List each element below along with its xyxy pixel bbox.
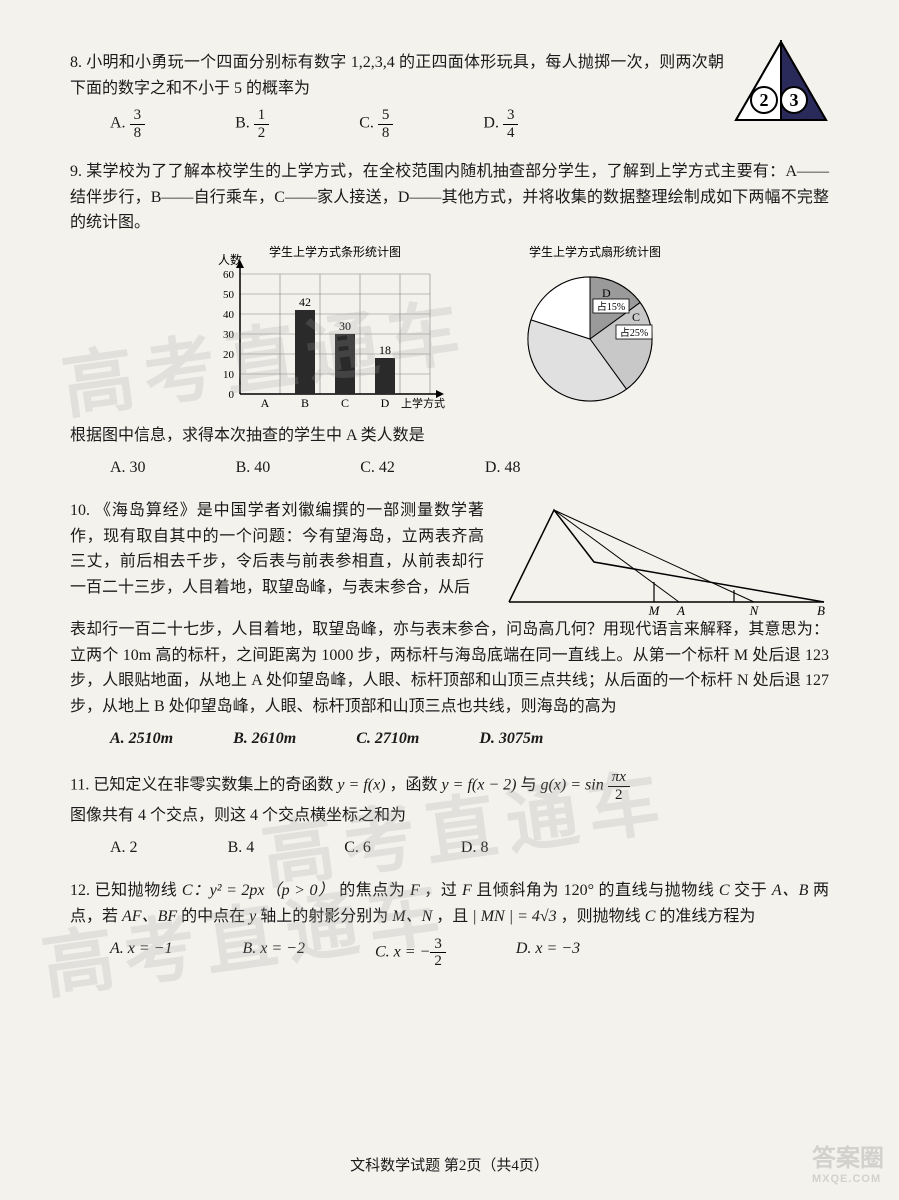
q11-opt-a: A. 2 xyxy=(110,835,138,861)
q8-opt-d: D. 34 xyxy=(483,107,518,141)
question-8: 8. 小明和小勇玩一个四面分别标有数字 1,2,3,4 的正四面体形玩具，每人抛… xyxy=(70,50,829,141)
svg-text:占15%: 占15% xyxy=(596,300,624,313)
q9-opt-c: C. 42 xyxy=(360,455,395,481)
island-diagram: M A N B xyxy=(499,502,829,617)
svg-text:0: 0 xyxy=(228,389,234,401)
tetrahedron-icon: 2 3 xyxy=(734,40,829,130)
svg-text:60: 60 xyxy=(223,269,235,281)
pie-chart: 学生上学方式扇形统计图 D 占15% C 占25% xyxy=(490,244,700,419)
svg-text:30: 30 xyxy=(223,329,235,341)
q11-opt-c: C. 6 xyxy=(344,835,371,861)
q8-number: 8. xyxy=(70,54,82,71)
svg-text:42: 42 xyxy=(299,295,311,309)
svg-text:学生上学方式条形统计图: 学生上学方式条形统计图 xyxy=(268,244,400,259)
question-12: 12. 已知抛物线 C：y² = 2px（p > 0） 的焦点为 F ，过 F … xyxy=(70,878,829,969)
q10-opt-d: D. 3075m xyxy=(479,726,543,752)
q12-options: A. x = −1 B. x = −2 C. x = −32 D. x = −3 xyxy=(70,936,829,970)
svg-text:占25%: 占25% xyxy=(619,326,647,339)
page-footer: 文科数学试题 第2页（共4页） xyxy=(0,1154,899,1175)
q11-options: A. 2 B. 4 C. 6 D. 8 xyxy=(70,835,829,861)
q10-text1: 《海岛算经》是中国学者刘徽编撰的一部测量数学著作，现有取自其中的一个问题：今有望… xyxy=(70,502,484,596)
svg-text:M: M xyxy=(648,603,661,617)
q10-opt-c: C. 2710m xyxy=(356,726,419,752)
question-10: 10. 《海岛算经》是中国学者刘徽编撰的一部测量数学著作，现有取自其中的一个问题… xyxy=(70,498,829,751)
q11-opt-d: D. 8 xyxy=(461,835,489,861)
q8-opt-b: B. 12 xyxy=(235,107,269,141)
q9-opt-d: D. 48 xyxy=(485,455,521,481)
q11-opt-b: B. 4 xyxy=(228,835,255,861)
svg-text:18: 18 xyxy=(379,343,391,357)
svg-text:D: D xyxy=(380,396,389,410)
question-11: 11. 已知定义在非零实数集上的奇函数 y = f(x) ，函数 y = f(x… xyxy=(70,769,829,860)
q9-opt-a: A. 30 xyxy=(110,455,146,481)
q12-opt-a: A. x = −1 xyxy=(110,936,172,970)
q12-opt-b: B. x = −2 xyxy=(242,936,304,970)
q12-opt-c: C. x = −32 xyxy=(375,936,446,970)
q8-opt-c: C. 58 xyxy=(359,107,393,141)
svg-text:50: 50 xyxy=(223,289,235,301)
q9-question-line: 根据图中信息，求得本次抽查的学生中 A 类人数是 xyxy=(70,423,829,449)
q10-number: 10. xyxy=(70,502,90,519)
svg-text:上学方式: 上学方式 xyxy=(401,396,445,410)
q9-number: 9. xyxy=(70,163,82,180)
svg-text:C: C xyxy=(632,310,640,324)
svg-text:10: 10 xyxy=(223,369,235,381)
svg-text:N: N xyxy=(749,603,760,617)
q12-opt-d: D. x = −3 xyxy=(516,936,580,970)
svg-text:A: A xyxy=(260,396,269,410)
svg-text:A: A xyxy=(676,603,685,617)
svg-text:2: 2 xyxy=(760,90,769,110)
svg-text:3: 3 xyxy=(790,90,799,110)
question-9: 9. 某学校为了了解本校学生的上学方式，在全校范围内随机抽查部分学生，了解到上学… xyxy=(70,159,829,480)
q11-number: 11. xyxy=(70,777,89,794)
bar-chart: 学生上学方式条形统计图 人数 xyxy=(200,244,450,419)
corner-watermark: 答案圈 MXQE.COM xyxy=(812,1138,884,1185)
svg-text:D: D xyxy=(602,286,611,300)
q8-opt-a: A. 38 xyxy=(110,107,145,141)
q9-options: A. 30 B. 40 C. 42 D. 48 xyxy=(70,455,829,481)
q9-opt-b: B. 40 xyxy=(236,455,271,481)
q9-text: 某学校为了了解本校学生的上学方式，在全校范围内随机抽查部分学生，了解到上学方式主… xyxy=(70,163,829,231)
svg-text:B: B xyxy=(817,603,825,617)
svg-text:40: 40 xyxy=(223,309,235,321)
q10-options: A. 2510m B. 2610m C. 2710m D. 3075m xyxy=(70,726,829,752)
q12-number: 12. xyxy=(70,882,90,899)
svg-text:学生上学方式扇形统计图: 学生上学方式扇形统计图 xyxy=(528,244,660,259)
q8-text: 小明和小勇玩一个四面分别标有数字 1,2,3,4 的正四面体形玩具，每人抛掷一次… xyxy=(70,54,724,97)
q10-text2: 表却行一百二十七步，人目着地，取望岛峰，亦与表末参合，问岛高几何？用现代语言来解… xyxy=(70,617,829,719)
svg-text:30: 30 xyxy=(339,319,351,333)
svg-text:20: 20 xyxy=(223,349,235,361)
svg-text:B: B xyxy=(300,396,308,410)
q10-opt-a: A. 2510m xyxy=(110,726,173,752)
svg-text:C: C xyxy=(340,396,348,410)
q10-opt-b: B. 2610m xyxy=(233,726,296,752)
q8-options: A. 38 B. 12 C. 58 D. 34 xyxy=(70,107,724,141)
